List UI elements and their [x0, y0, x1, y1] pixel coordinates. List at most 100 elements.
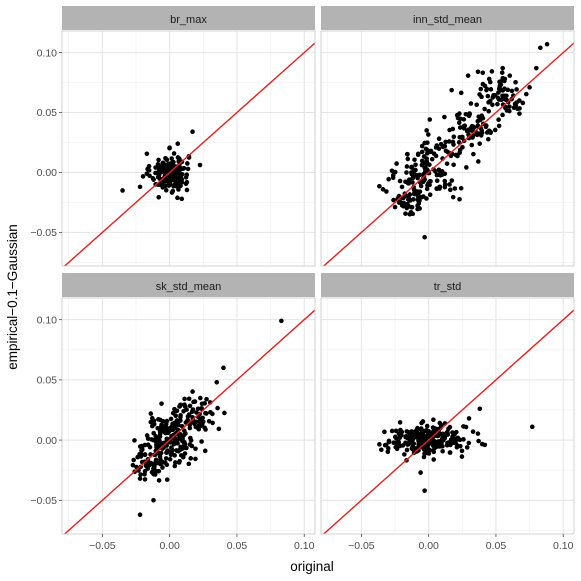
data-point — [448, 187, 453, 193]
data-point — [464, 445, 470, 450]
data-point — [496, 117, 501, 123]
data-point — [167, 456, 173, 462]
data-point — [203, 427, 208, 432]
data-point — [409, 165, 414, 170]
points — [120, 129, 203, 202]
data-point — [158, 457, 163, 462]
data-point — [382, 429, 387, 435]
data-point — [514, 87, 519, 92]
data-point — [459, 454, 465, 459]
data-point — [482, 83, 488, 89]
data-point — [442, 435, 448, 440]
data-point — [155, 468, 161, 474]
data-point — [151, 497, 156, 503]
panel-sk_std_mean: sk_std_mean — [61, 273, 316, 535]
data-point — [478, 86, 484, 92]
data-point — [413, 162, 418, 168]
data-point — [466, 113, 472, 119]
data-point — [407, 192, 413, 197]
data-point — [511, 105, 517, 111]
data-point — [457, 150, 462, 156]
data-point — [426, 448, 431, 454]
data-point — [384, 189, 389, 194]
data-point — [164, 477, 170, 482]
data-point — [187, 403, 193, 409]
data-point — [399, 429, 405, 435]
data-point — [482, 106, 487, 112]
data-point — [279, 318, 284, 324]
data-point — [495, 101, 500, 107]
data-point — [190, 129, 195, 135]
data-point — [406, 195, 412, 201]
data-point — [424, 423, 430, 429]
data-point — [496, 97, 502, 102]
data-point — [161, 179, 167, 184]
data-point — [474, 102, 479, 108]
data-point — [424, 196, 429, 201]
data-point — [184, 187, 190, 193]
data-point — [175, 141, 181, 146]
data-point — [425, 430, 431, 436]
data-point — [386, 176, 391, 182]
data-point — [447, 450, 453, 455]
data-point — [157, 429, 163, 434]
data-point — [404, 164, 410, 169]
data-point — [135, 454, 140, 460]
data-point — [419, 162, 425, 168]
data-point — [156, 157, 161, 163]
data-point — [165, 449, 170, 455]
data-point — [500, 65, 506, 71]
data-point — [392, 204, 398, 210]
data-point — [501, 93, 507, 99]
data-point — [450, 126, 456, 132]
data-point — [406, 177, 412, 182]
data-point — [169, 163, 175, 168]
data-point — [402, 452, 407, 457]
data-point — [454, 443, 460, 448]
data-point — [457, 196, 462, 202]
data-point — [454, 429, 459, 435]
data-point — [142, 477, 148, 482]
data-point — [177, 447, 183, 452]
data-point — [380, 187, 386, 192]
data-point — [142, 471, 147, 477]
grid — [62, 298, 315, 534]
data-point — [146, 167, 152, 173]
data-point — [428, 149, 433, 155]
data-point — [492, 127, 498, 133]
panel-background — [62, 31, 315, 266]
data-point — [496, 86, 502, 92]
data-point — [500, 88, 506, 93]
data-point — [178, 418, 183, 423]
data-point — [451, 142, 456, 147]
data-point — [154, 439, 159, 445]
data-point — [434, 172, 440, 178]
data-point — [151, 471, 156, 477]
data-point — [137, 512, 143, 518]
data-point — [422, 234, 427, 240]
data-point — [460, 134, 465, 140]
data-point — [187, 442, 193, 447]
data-point — [182, 396, 187, 402]
data-point — [486, 76, 492, 82]
data-point — [170, 410, 176, 416]
data-point — [165, 167, 170, 172]
data-point — [198, 395, 203, 401]
data-point — [444, 161, 450, 166]
panel-tr_std: tr_std — [320, 273, 575, 535]
data-point — [396, 200, 402, 205]
data-point — [179, 196, 185, 202]
data-point — [477, 406, 483, 412]
panel-background — [321, 298, 574, 534]
data-point — [499, 70, 505, 75]
strip-header — [321, 6, 574, 30]
data-point — [507, 73, 513, 78]
data-point — [479, 441, 485, 447]
data-point — [524, 91, 529, 97]
data-point — [485, 93, 491, 99]
data-point — [185, 161, 190, 166]
data-point — [169, 424, 175, 429]
data-point — [434, 440, 440, 446]
data-point — [424, 128, 429, 133]
data-point — [153, 460, 159, 465]
